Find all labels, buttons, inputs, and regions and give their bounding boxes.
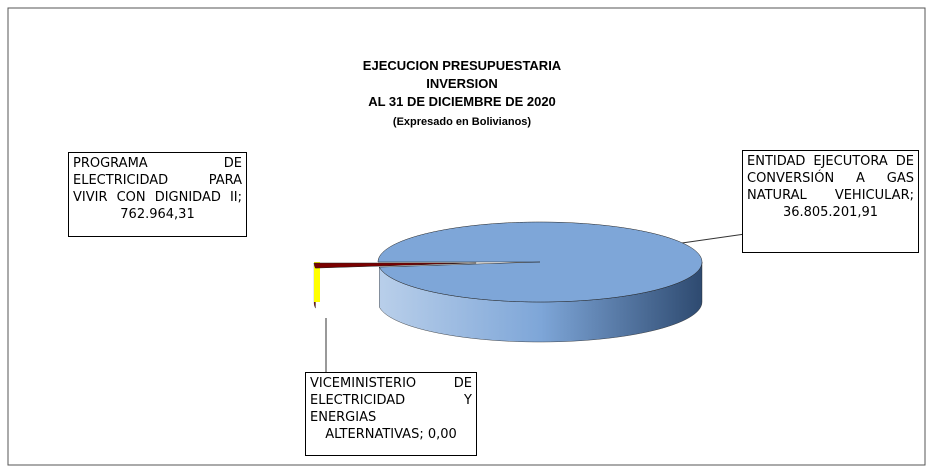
label-value: 762.964,31: [120, 207, 195, 222]
leader-line: [681, 233, 746, 244]
data-label: PROGRAMA DE ELECTRICIDAD PARA VIVIR CON …: [68, 152, 247, 237]
pie-slice: [377, 221, 703, 303]
label-separator: ;: [419, 427, 428, 442]
label-separator: ;: [237, 190, 247, 205]
chart-title: EJECUCION PRESUPUESTARIA: [363, 58, 562, 73]
chart-title: AL 31 DE DICIEMBRE DE 2020: [368, 94, 556, 109]
label-name: PROGRAMA DE ELECTRICIDAD PARA VIVIR CON …: [73, 156, 247, 205]
pie-tops: [313, 221, 703, 303]
chart-title: INVERSION: [426, 76, 498, 91]
label-separator: ;: [909, 188, 919, 203]
chart-subtitle: (Expresado en Bolivianos): [393, 116, 531, 128]
label-name: ENTIDAD EJECUTORA DE CONVERSIÓN A GAS NA…: [747, 154, 919, 203]
label-value: 0,00: [427, 427, 457, 442]
label-value: 36.805.201,91: [782, 205, 879, 220]
data-label: ENTIDAD EJECUTORA DE CONVERSIÓN A GAS NA…: [742, 150, 919, 253]
label-name: VICEMINISTERIO DE ELECTRICIDAD Y ENERGIA…: [310, 376, 477, 442]
pie-slice: [313, 262, 477, 269]
data-label: VICEMINISTERIO DE ELECTRICIDAD Y ENERGIA…: [305, 372, 477, 456]
